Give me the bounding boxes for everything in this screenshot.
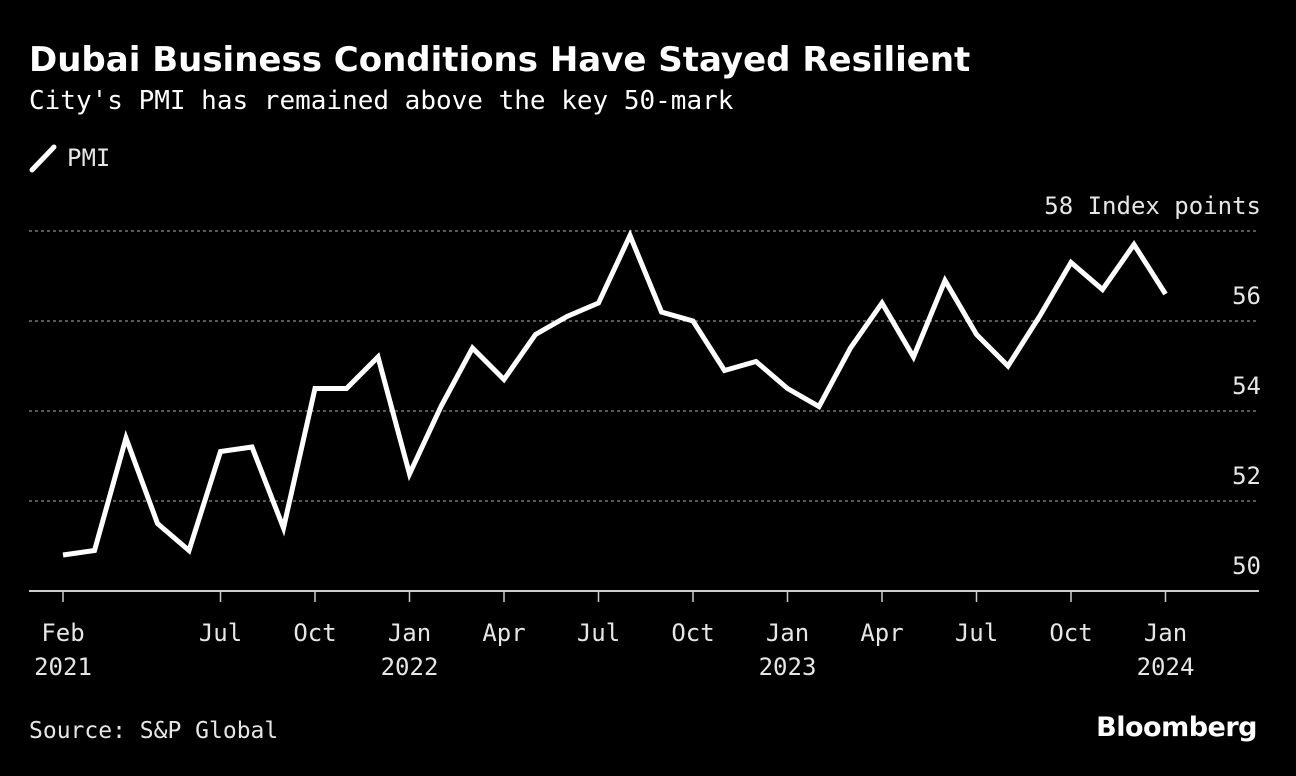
- y-tick-label-52: 52: [1232, 462, 1261, 490]
- series-line-pmi: [62, 229, 1168, 558]
- x-tick-label: Jan: [388, 619, 431, 647]
- legend-label-pmi: PMI: [67, 144, 111, 172]
- x-tick-label: Apr: [482, 619, 525, 647]
- x-tick-label: Jan: [1144, 619, 1187, 647]
- y-tick-label-54: 54: [1232, 372, 1261, 400]
- x-tick-label: Oct: [293, 619, 336, 647]
- x-tick-label: Jul: [577, 619, 620, 647]
- x-tick-year-label: 2022: [381, 653, 439, 681]
- y-tick-label-58: 58 Index points: [1044, 192, 1261, 220]
- source-note: Source: S&P Global: [29, 718, 279, 744]
- x-tick-label: Oct: [671, 619, 714, 647]
- y-tick-label-50: 50: [1232, 552, 1261, 580]
- legend-line-icon: [29, 144, 57, 173]
- x-tick-year-label: 2024: [1137, 653, 1195, 681]
- bloomberg-logo: Bloomberg: [1096, 712, 1257, 743]
- x-tick-label: Jul: [199, 619, 242, 647]
- chart-title: Dubai Business Conditions Have Stayed Re…: [29, 40, 971, 80]
- x-tick-label: Feb: [41, 619, 84, 647]
- x-tick-label: Jul: [955, 619, 998, 647]
- x-tick-year-label: 2021: [34, 653, 92, 681]
- x-tick-year-label: 2023: [759, 653, 817, 681]
- y-tick-label-56: 56: [1232, 282, 1261, 310]
- chart-subtitle: City's PMI has remained above the key 50…: [29, 86, 734, 116]
- x-tick-label: Jan: [766, 619, 809, 647]
- legend: PMI: [29, 142, 110, 174]
- x-tick-label: Oct: [1049, 619, 1092, 647]
- x-tick-label: Apr: [860, 619, 903, 647]
